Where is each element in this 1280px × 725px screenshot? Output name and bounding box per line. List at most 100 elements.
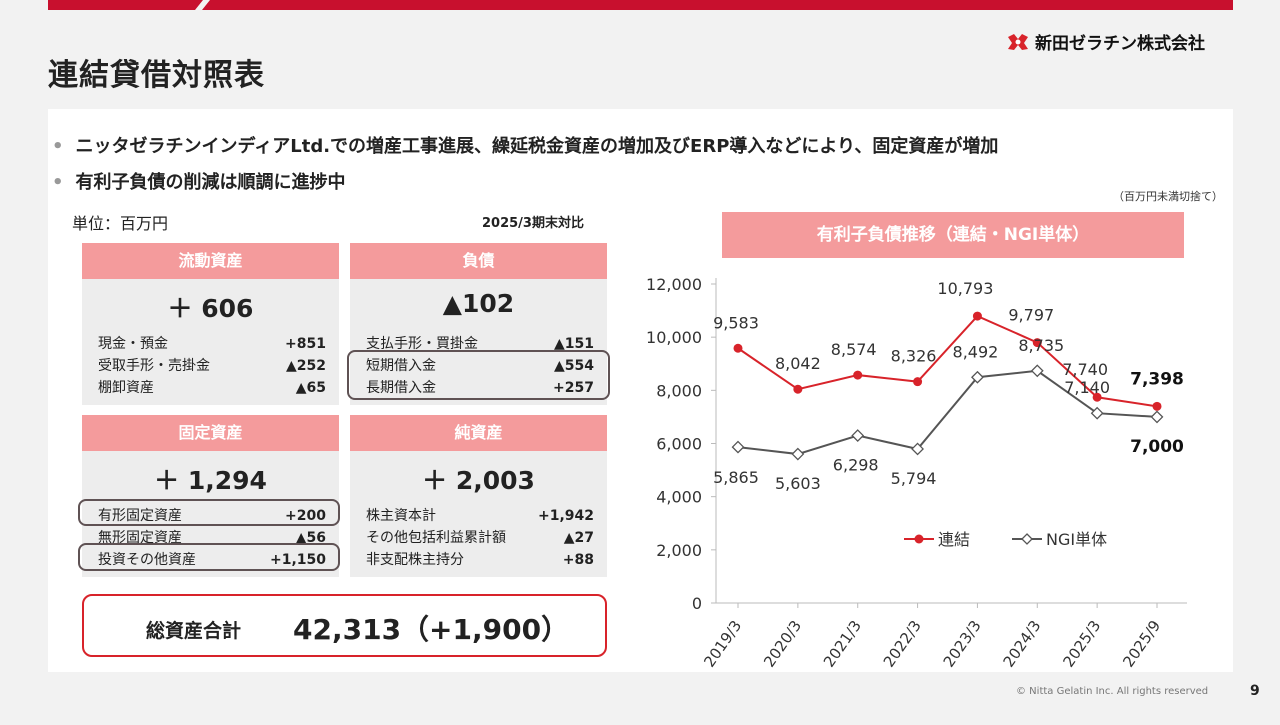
highlight-tangible-assets <box>78 499 340 526</box>
x-tick-label: 2020/3 <box>760 617 805 671</box>
page-number: 9 <box>1250 683 1260 699</box>
data-point <box>1092 392 1102 402</box>
data-point <box>733 343 743 353</box>
card-total: ＋ 1,294 <box>154 466 267 495</box>
y-tick-label: 6,000 <box>656 435 702 454</box>
row-label: 株主資本計 <box>366 508 436 524</box>
y-tick-label: 2,000 <box>656 541 702 560</box>
x-tick-label: 2025/9 <box>1119 617 1164 671</box>
card-total: ＋ 606 <box>167 294 254 323</box>
bullet-dot-icon: • <box>52 172 64 193</box>
data-point <box>1032 338 1042 348</box>
chart-title: 有利子負債推移（連結・NGI単体） <box>722 212 1184 258</box>
y-tick-label: 10,000 <box>646 328 702 347</box>
company-logo: 新田ゼラチン株式会社 <box>1006 29 1205 54</box>
total-assets-label: 総資産合計 <box>146 620 242 642</box>
x-tick-label: 2022/3 <box>880 617 925 671</box>
data-point <box>1150 410 1164 424</box>
row-value: ▲27 <box>563 530 594 546</box>
logo-text: 新田ゼラチン株式会社 <box>1035 34 1205 54</box>
row-value: ▲151 <box>554 336 594 352</box>
card-title: 固定資産 <box>82 415 339 451</box>
card-row: 無形固定資産 ▲56 <box>82 527 339 549</box>
card-liabilities: 負債 ▲102 支払手形・買掛金 ▲151 短期借入金 ▲554 長期借入金 +257 <box>350 243 607 405</box>
data-point <box>1152 401 1162 411</box>
row-label: 長期借入金 <box>366 380 436 396</box>
card-fixed-assets: 固定資産 ＋ 1,294 有形固定資産 +200 無形固定資産 ▲56 投資その他資… <box>82 415 339 577</box>
data-label: 7,740 <box>1062 360 1108 379</box>
card-row: 短期借入金 ▲554 <box>350 355 607 377</box>
data-point <box>913 377 923 387</box>
row-label: 短期借入金 <box>366 358 436 374</box>
row-label: 投資その他資産 <box>98 552 196 568</box>
row-value: +257 <box>553 380 594 396</box>
data-label: 9,583 <box>713 313 759 332</box>
data-label: 9,797 <box>1008 306 1054 325</box>
card-title: 純資産 <box>350 415 607 451</box>
x-tick-label: 2024/3 <box>1000 617 1045 671</box>
card-row: 投資その他資産 +1,150 <box>82 549 339 571</box>
row-value: +88 <box>562 552 594 568</box>
data-label: 8,042 <box>775 354 821 373</box>
x-tick-label: 2021/3 <box>820 617 865 671</box>
highlight-borrowings <box>347 350 610 400</box>
data-label: 8,574 <box>831 340 877 359</box>
data-label: 10,793 <box>937 279 993 298</box>
data-point <box>971 370 984 384</box>
row-value: +200 <box>285 508 326 524</box>
y-tick-label: 8,000 <box>656 381 702 400</box>
debt-line-chart: 0 2,000 4,000 6,000 8,000 10,000 12,000 2019/3 2… <box>646 275 1187 671</box>
page-title: 連結貸借対照表 <box>48 58 265 93</box>
data-point <box>793 384 803 394</box>
row-label: 支払手形・買掛金 <box>366 336 478 352</box>
data-label: 7,140 <box>1064 378 1110 397</box>
data-point <box>972 311 982 321</box>
unit-label: 単位：百万円 <box>72 214 169 233</box>
card-row: 有形固定資産 +200 <box>82 505 339 527</box>
data-label: 7,000 <box>1130 437 1184 457</box>
comparison-label: 2025/3期末対比 <box>482 216 584 231</box>
card-row: 株主資本計 +1,942 <box>350 505 607 527</box>
bullet-text: ニッタゼラチンインディアLtd.での増産工事進展、繰延税金資産の増加及びERP導… <box>75 136 999 157</box>
bullet-item: • ニッタゼラチンインディアLtd.での増産工事進展、繰延税金資産の増加及びERP… <box>52 132 998 158</box>
data-point <box>1090 406 1104 420</box>
legend-label: 連結 <box>938 530 970 549</box>
data-label: 7,398 <box>1130 369 1184 389</box>
x-tick-label: 2025/3 <box>1059 617 1104 671</box>
row-value: ▲252 <box>286 358 326 374</box>
rounding-note: （百万円未満切捨て） <box>1113 190 1223 203</box>
logo-mark-icon <box>1008 33 1028 50</box>
row-value: +1,942 <box>537 508 594 524</box>
row-value: +1,150 <box>269 552 326 568</box>
card-row: 受取手形・売掛金 ▲252 <box>82 355 339 377</box>
card-title: 負債 <box>350 243 607 279</box>
card-total: ▲102 <box>442 289 515 318</box>
total-assets-box: 総資産合計 42,313（+1,900） <box>82 594 607 657</box>
y-tick-label: 0 <box>692 594 702 613</box>
card-total: ＋ 2,003 <box>422 466 535 495</box>
row-label: その他包括利益累計額 <box>366 530 506 546</box>
row-label: 無形固定資産 <box>98 530 182 546</box>
row-label: 非支配株主持分 <box>366 552 464 568</box>
legend-marker <box>914 534 924 544</box>
row-value: +851 <box>285 336 326 352</box>
series-line-consolidated <box>737 314 1158 408</box>
row-label: 現金・預金 <box>98 336 168 352</box>
data-label: 8,326 <box>891 347 937 366</box>
row-label: 棚卸資産 <box>98 380 154 396</box>
card-row: その他包括利益累計額 ▲27 <box>350 527 607 549</box>
data-label: 5,603 <box>775 474 821 493</box>
row-value: ▲554 <box>554 358 594 374</box>
data-label: 8,492 <box>953 342 999 361</box>
highlight-investments <box>78 543 340 571</box>
series-line-ngi <box>737 369 1158 456</box>
data-point <box>911 442 924 456</box>
y-tick-label: 4,000 <box>656 488 702 507</box>
card-title: 流動資産 <box>82 243 339 279</box>
bullet-item: • 有利子負債の削減は順調に進捗中 <box>52 168 346 194</box>
row-label: 有形固定資産 <box>98 508 182 524</box>
row-label: 受取手形・売掛金 <box>98 358 210 374</box>
legend-label: NGI単体 <box>1046 530 1107 549</box>
top-accent-bar <box>48 0 1233 10</box>
card-net-assets: 純資産 ＋ 2,003 株主資本計 +1,942 その他包括利益累計額 ▲27 非支… <box>350 415 607 577</box>
